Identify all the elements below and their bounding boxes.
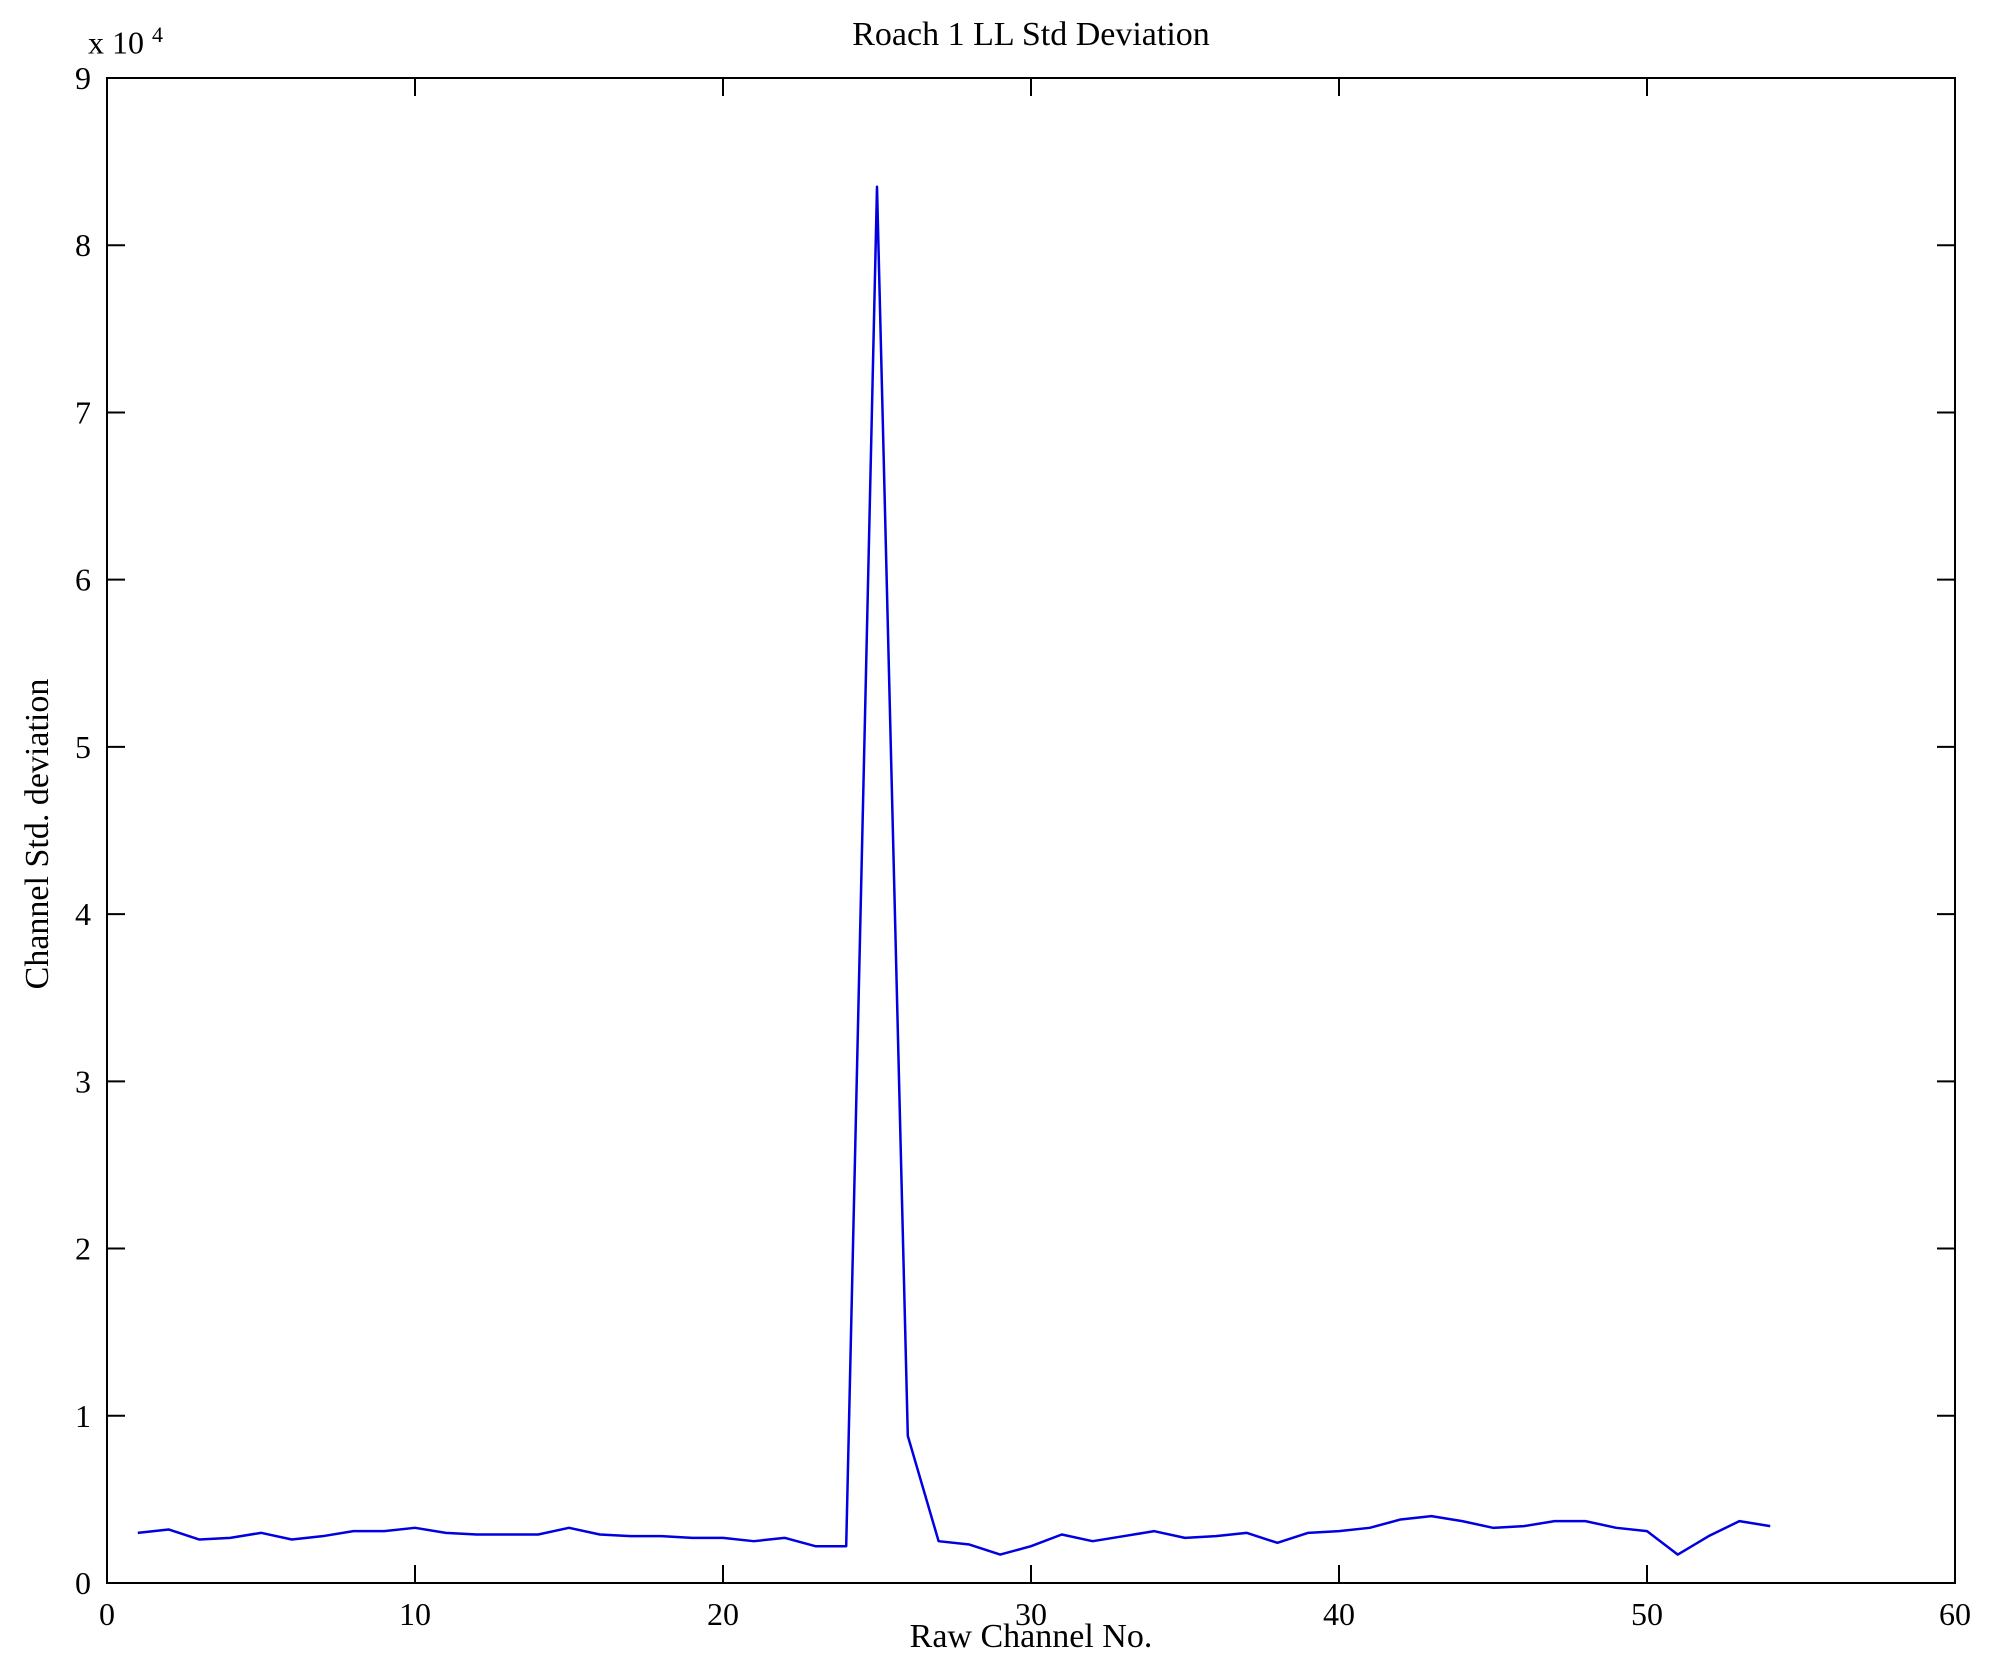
y-scale-exponent: 4 <box>152 22 163 47</box>
x-tick-label: 0 <box>99 1596 115 1632</box>
y-tick-label: 7 <box>75 394 91 430</box>
y-tick-label: 0 <box>75 1565 91 1601</box>
x-tick-label: 10 <box>399 1596 431 1632</box>
y-tick-label: 6 <box>75 562 91 598</box>
y-tick-label: 5 <box>75 729 91 765</box>
x-tick-label: 30 <box>1015 1596 1047 1632</box>
y-tick-label: 8 <box>75 227 91 263</box>
y-tick-label: 3 <box>75 1063 91 1099</box>
x-axis-label: Raw Channel No. <box>909 1618 1153 1655</box>
y-tick-label: 1 <box>75 1398 91 1434</box>
x-tick-label: 40 <box>1323 1596 1355 1632</box>
y-axis-scale-label: x 10 4 <box>88 22 163 62</box>
data-series-line <box>137 185 1771 1556</box>
y-scale-mantissa: x 10 <box>88 24 144 61</box>
x-tick-label: 60 <box>1939 1596 1971 1632</box>
axis-box <box>106 77 1956 1584</box>
y-tick-label: 9 <box>75 60 91 96</box>
y-tick-label: 4 <box>75 896 91 932</box>
chart-title: Roach 1 LL Std Deviation <box>852 16 1210 53</box>
x-tick-label: 20 <box>707 1596 739 1632</box>
y-axis-label: Channel Std. deviation <box>19 678 56 990</box>
x-tick-label: 50 <box>1631 1596 1663 1632</box>
y-tick-label: 2 <box>75 1231 91 1267</box>
